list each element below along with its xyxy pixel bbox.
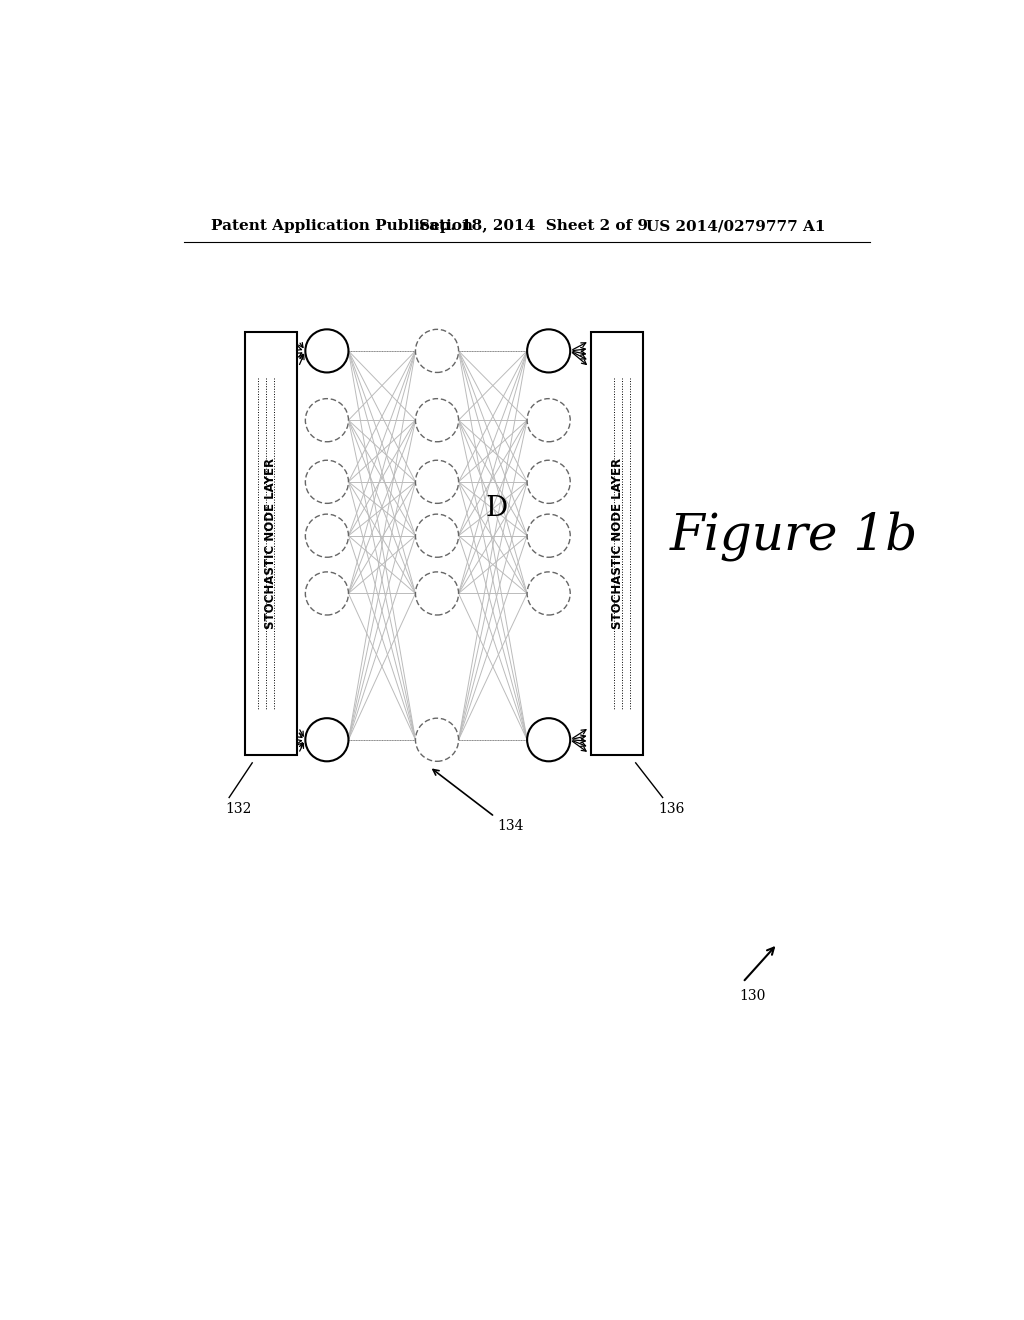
Text: US 2014/0279777 A1: US 2014/0279777 A1 — [646, 219, 826, 234]
Circle shape — [416, 718, 459, 762]
Circle shape — [527, 718, 570, 762]
Text: Figure 1b: Figure 1b — [670, 511, 918, 561]
Circle shape — [305, 572, 348, 615]
Circle shape — [416, 572, 459, 615]
Circle shape — [305, 515, 348, 557]
Circle shape — [527, 399, 570, 442]
Text: 130: 130 — [739, 989, 765, 1003]
Circle shape — [527, 461, 570, 503]
Text: 134: 134 — [497, 818, 523, 833]
Text: 136: 136 — [658, 803, 685, 816]
Text: STOCHASTIC NODE LAYER: STOCHASTIC NODE LAYER — [264, 458, 278, 628]
Text: 132: 132 — [225, 803, 252, 816]
Circle shape — [305, 399, 348, 442]
Circle shape — [305, 330, 348, 372]
Bar — [245, 331, 297, 755]
Circle shape — [416, 399, 459, 442]
Circle shape — [527, 330, 570, 372]
Circle shape — [305, 461, 348, 503]
Circle shape — [527, 572, 570, 615]
Text: STOCHASTIC NODE LAYER: STOCHASTIC NODE LAYER — [610, 458, 624, 628]
Circle shape — [305, 718, 348, 762]
Circle shape — [416, 330, 459, 372]
Circle shape — [527, 515, 570, 557]
Bar — [591, 331, 643, 755]
Text: Sep. 18, 2014  Sheet 2 of 9: Sep. 18, 2014 Sheet 2 of 9 — [419, 219, 648, 234]
Text: D: D — [485, 495, 508, 523]
Circle shape — [416, 515, 459, 557]
Circle shape — [416, 461, 459, 503]
Text: Patent Application Publication: Patent Application Publication — [211, 219, 473, 234]
